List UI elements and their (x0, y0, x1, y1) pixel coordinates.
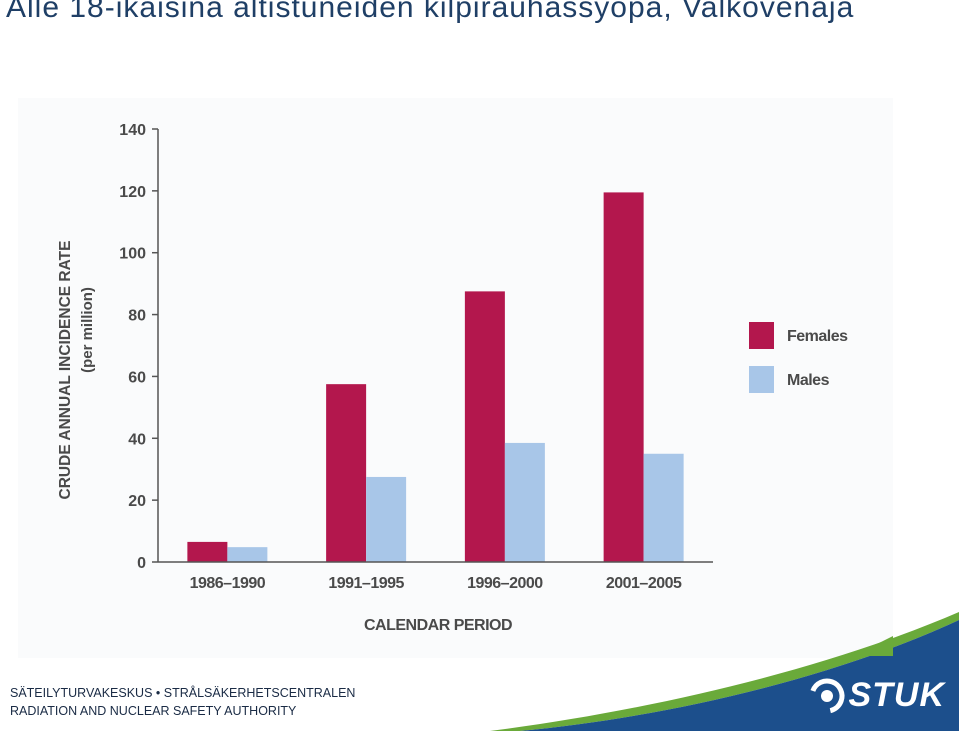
bar-males-4 (643, 453, 684, 562)
bar-females-3 (464, 291, 505, 562)
y-axis-label: CRUDE ANNUAL INCIDENCE RATE (57, 241, 74, 500)
bar-females-4 (603, 192, 644, 562)
stuk-wordmark: STUK (848, 676, 945, 714)
slide-title: Alle 18-ikäisinä altistuneiden kilpirauh… (6, 0, 855, 24)
bar-series (187, 192, 684, 562)
x-tick-label: 1996–2000 (467, 575, 543, 592)
bar-females-1 (187, 541, 228, 562)
y-tick-label: 120 (119, 184, 146, 201)
x-tick-label: 1986–1990 (190, 575, 266, 592)
y-tick-label: 40 (128, 431, 146, 448)
y-tick-label: 100 (119, 246, 146, 263)
legend-swatch-females (749, 322, 774, 349)
x-axis: 1986–1990 1991–1995 1996–2000 2001–2005 (158, 561, 713, 592)
x-tick-label: 1991–1995 (328, 575, 404, 592)
legend-swatch-males (749, 366, 774, 393)
y-tick-label: 140 (119, 122, 146, 139)
chart-panel: CRUDE ANNUAL INCIDENCE RATE (per million… (18, 98, 893, 658)
bar-females-2 (326, 384, 367, 562)
footer-organisation-names: SÄTEILYTURVAKESKUS • STRÅLSÄKERHETSCENTR… (10, 686, 356, 700)
x-tick-label: 2001–2005 (606, 575, 682, 592)
bar-males-2 (366, 476, 407, 562)
stuk-swirl-icon (809, 678, 845, 713)
y-axis-sublabel: (per million) (79, 287, 96, 373)
stuk-logo: STUK (808, 676, 945, 715)
blue-band (520, 620, 959, 731)
bar-males-3 (504, 442, 545, 562)
bar-males-1 (227, 547, 268, 562)
y-tick-label: 0 (137, 555, 146, 572)
x-axis-label: CALENDAR PERIOD (364, 617, 512, 634)
green-accent (853, 636, 893, 656)
y-tick-label: 60 (128, 369, 146, 386)
y-tick-label: 80 (128, 308, 146, 325)
y-axis-title: CRUDE ANNUAL INCIDENCE RATE (per million… (57, 241, 96, 500)
incidence-bar-chart: CRUDE ANNUAL INCIDENCE RATE (per million… (18, 98, 893, 658)
legend-label-females: Females (787, 328, 848, 345)
y-tick-label: 20 (128, 493, 146, 510)
y-axis: 0 20 40 60 80 100 120 140 (119, 122, 159, 572)
footer-authority-name: RADIATION AND NUCLEAR SAFETY AUTHORITY (10, 704, 297, 718)
chart-background (18, 98, 893, 658)
chart-legend: Females Males (749, 322, 849, 393)
legend-label-males: Males (787, 372, 830, 389)
